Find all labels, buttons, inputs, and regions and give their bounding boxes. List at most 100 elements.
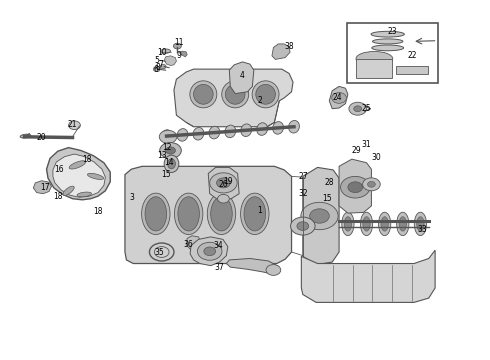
Polygon shape: [186, 236, 201, 250]
Text: 8: 8: [156, 63, 161, 72]
Ellipse shape: [244, 179, 266, 198]
Circle shape: [160, 143, 181, 158]
Circle shape: [197, 242, 222, 260]
Ellipse shape: [174, 193, 203, 235]
Circle shape: [348, 182, 363, 193]
Text: 14: 14: [164, 158, 174, 167]
Circle shape: [204, 247, 216, 256]
Ellipse shape: [381, 217, 388, 231]
Text: 26: 26: [219, 180, 228, 189]
Ellipse shape: [145, 179, 167, 198]
Polygon shape: [208, 167, 239, 199]
Polygon shape: [179, 51, 187, 57]
Text: 2: 2: [257, 96, 262, 105]
Ellipse shape: [372, 45, 404, 51]
Polygon shape: [339, 159, 371, 213]
Polygon shape: [33, 181, 51, 194]
Polygon shape: [126, 167, 290, 212]
Circle shape: [173, 43, 181, 49]
Ellipse shape: [174, 176, 203, 201]
Circle shape: [354, 106, 362, 112]
Polygon shape: [53, 154, 105, 197]
Ellipse shape: [356, 51, 393, 66]
Text: 38: 38: [284, 41, 294, 50]
Ellipse shape: [414, 212, 426, 235]
Ellipse shape: [207, 193, 236, 235]
Polygon shape: [174, 69, 293, 127]
Ellipse shape: [225, 85, 245, 104]
Text: 13: 13: [157, 151, 167, 160]
Text: 9: 9: [176, 51, 181, 60]
Ellipse shape: [194, 85, 213, 104]
Ellipse shape: [289, 121, 299, 133]
Bar: [396, 66, 428, 74]
Circle shape: [69, 121, 80, 130]
Ellipse shape: [244, 197, 266, 231]
Ellipse shape: [257, 123, 268, 135]
Polygon shape: [303, 167, 339, 265]
Circle shape: [160, 64, 166, 69]
Circle shape: [210, 173, 237, 193]
Text: 17: 17: [40, 183, 50, 192]
Ellipse shape: [142, 176, 170, 201]
Ellipse shape: [241, 124, 252, 136]
Polygon shape: [329, 86, 348, 109]
Text: 24: 24: [332, 93, 342, 102]
Ellipse shape: [225, 125, 236, 138]
Bar: [356, 59, 392, 78]
Circle shape: [349, 102, 367, 115]
Ellipse shape: [397, 212, 409, 235]
Text: 32: 32: [298, 189, 308, 198]
Polygon shape: [272, 44, 290, 59]
Polygon shape: [125, 166, 292, 264]
Ellipse shape: [77, 192, 92, 197]
Ellipse shape: [241, 193, 269, 235]
Text: 37: 37: [215, 263, 224, 271]
Ellipse shape: [164, 155, 179, 172]
Circle shape: [297, 222, 309, 230]
Ellipse shape: [363, 217, 370, 231]
Text: 20: 20: [37, 133, 47, 142]
Ellipse shape: [272, 122, 284, 134]
Ellipse shape: [161, 49, 171, 53]
Text: 27: 27: [298, 172, 308, 181]
Polygon shape: [229, 62, 254, 94]
Text: 23: 23: [387, 27, 397, 36]
Circle shape: [301, 202, 338, 230]
Text: 12: 12: [162, 143, 172, 152]
Polygon shape: [226, 258, 279, 274]
Text: 1: 1: [257, 206, 262, 215]
Text: 18: 18: [53, 192, 63, 201]
Ellipse shape: [209, 126, 220, 139]
Text: 15: 15: [161, 170, 171, 179]
Ellipse shape: [256, 85, 275, 104]
Ellipse shape: [371, 31, 404, 37]
Text: 22: 22: [408, 51, 417, 60]
Circle shape: [153, 67, 160, 72]
Text: 16: 16: [54, 165, 64, 174]
Circle shape: [217, 178, 230, 188]
Polygon shape: [47, 148, 110, 200]
Text: 3: 3: [130, 194, 135, 202]
Ellipse shape: [177, 129, 188, 141]
Text: 10: 10: [157, 48, 167, 57]
Circle shape: [159, 130, 177, 143]
Text: 15: 15: [322, 194, 332, 203]
Ellipse shape: [178, 179, 199, 198]
Polygon shape: [301, 250, 435, 302]
Ellipse shape: [168, 159, 175, 169]
Ellipse shape: [178, 197, 199, 231]
Ellipse shape: [20, 134, 31, 138]
Circle shape: [332, 93, 346, 103]
Text: 19: 19: [223, 177, 233, 186]
Ellipse shape: [342, 212, 354, 235]
Bar: [347, 23, 438, 83]
Text: 18: 18: [93, 207, 103, 216]
Ellipse shape: [69, 161, 86, 169]
Ellipse shape: [87, 173, 104, 180]
Polygon shape: [190, 237, 228, 266]
Circle shape: [341, 176, 370, 198]
Ellipse shape: [211, 179, 232, 198]
Text: 36: 36: [184, 240, 194, 249]
Ellipse shape: [372, 39, 403, 44]
